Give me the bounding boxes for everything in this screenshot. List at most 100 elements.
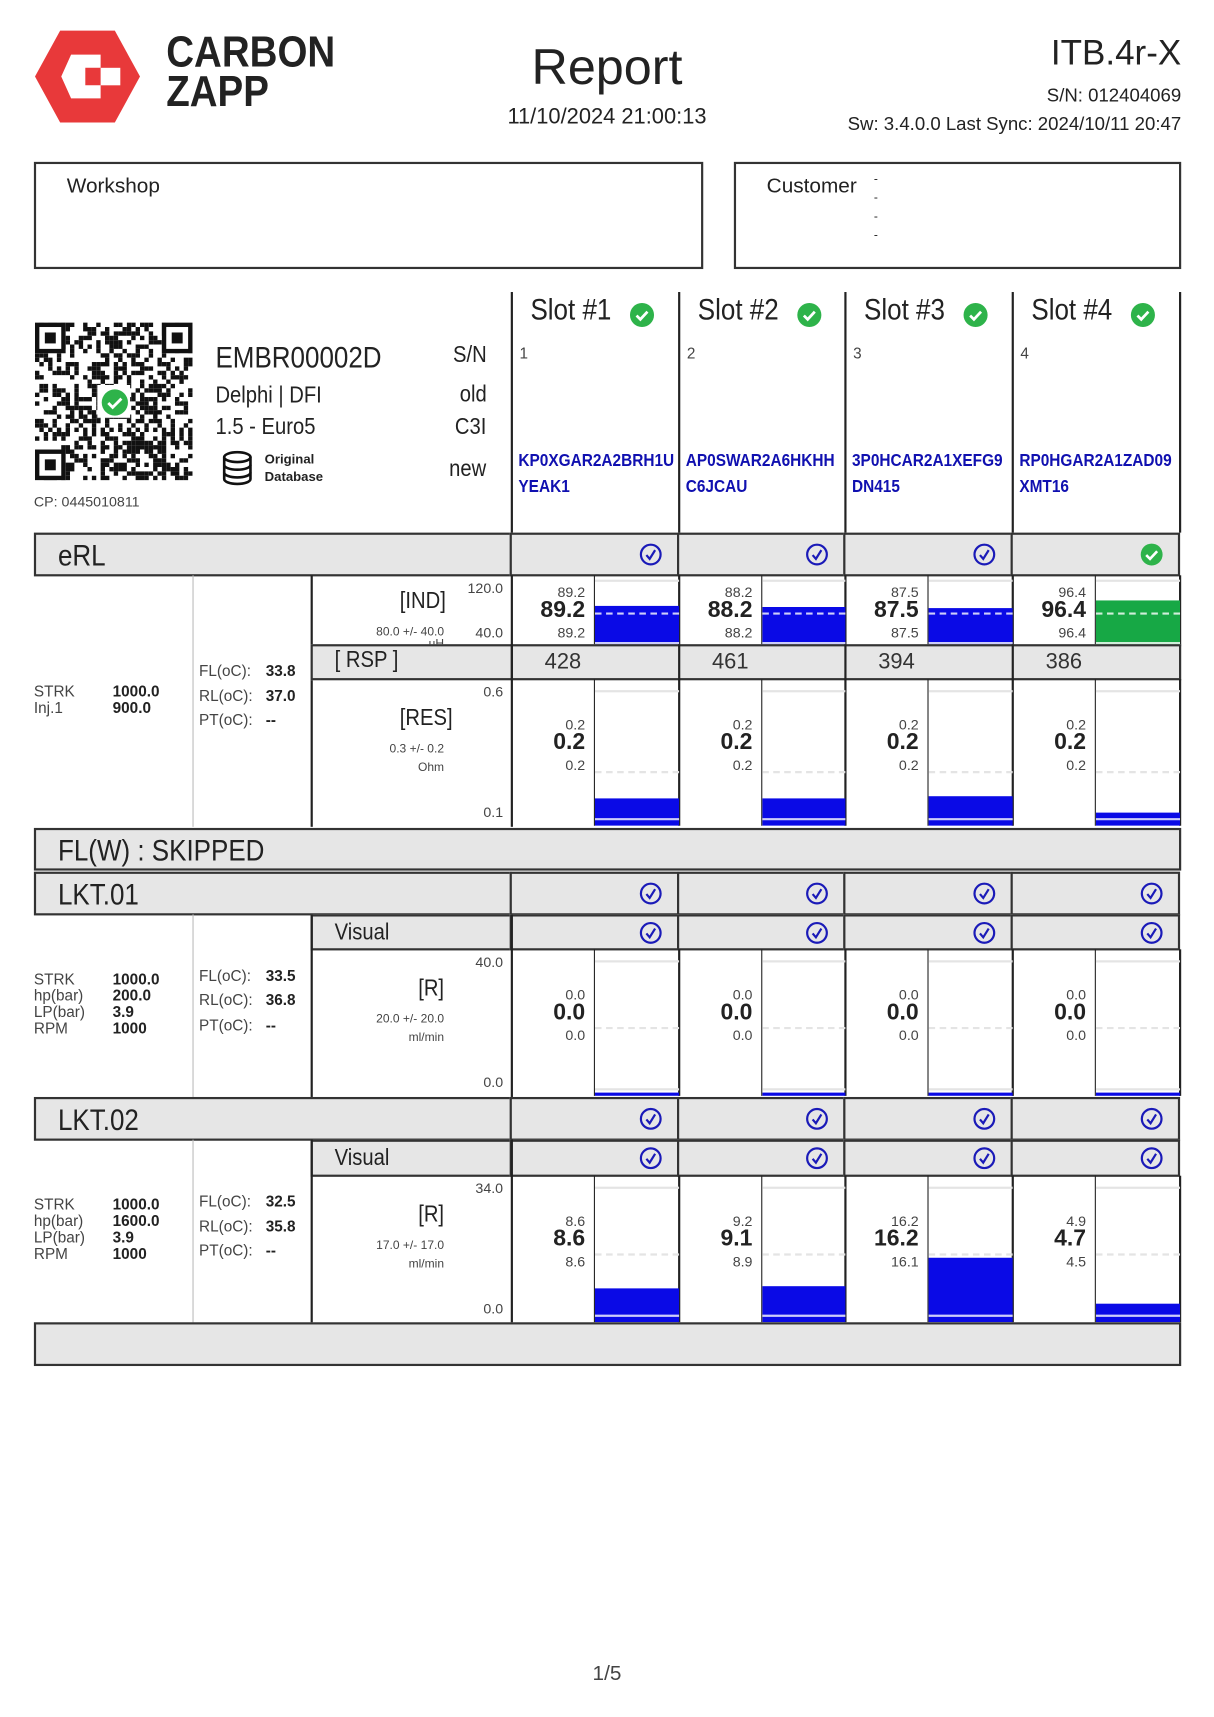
divider	[192, 914, 194, 1097]
param-value: 3.9	[112, 1228, 134, 1246]
divider	[510, 914, 513, 1099]
check-blue-icon	[973, 921, 996, 944]
res-test-min: 0.1	[483, 803, 504, 821]
max-limit-line	[594, 959, 680, 963]
min-limit-line	[928, 817, 1013, 821]
result-bar	[762, 1286, 846, 1323]
divider	[678, 679, 681, 826]
result-bar-chart	[593, 949, 680, 1096]
slot-number: 4	[1020, 344, 1029, 363]
slot-code-line-2[interactable]: DN415	[851, 477, 900, 497]
lkt02-header-slot-cell	[1010, 1096, 1181, 1141]
max-limit-line	[928, 579, 1013, 583]
value-average: 16.2	[874, 1226, 919, 1252]
max-limit-line	[594, 579, 680, 583]
value-average: 9.1	[720, 1226, 753, 1252]
slot-title: Slot #3	[864, 293, 945, 326]
qr-check-icon	[101, 389, 128, 416]
database-label: Original Database	[264, 451, 324, 485]
nominal-line	[594, 770, 680, 773]
divider	[310, 914, 313, 1097]
value-min: 0.0	[898, 1026, 919, 1044]
slot-number: 2	[686, 344, 696, 363]
erl-header-slot-cell	[843, 532, 1013, 577]
param-value: 1000.0	[112, 1195, 160, 1213]
erl-header-slot-cell	[1010, 532, 1181, 577]
param-value: 3.9	[112, 1002, 134, 1020]
temperature-value: 32.5	[265, 1192, 296, 1210]
check-green-icon	[1140, 543, 1163, 566]
min-limit-line	[1095, 642, 1181, 645]
value-min: 87.5	[891, 623, 919, 641]
slot-code-line-2[interactable]: YEAK1	[518, 477, 570, 497]
software-sync: Sw: 3.4.0.0 Last Sync: 2024/10/11 20:47	[847, 113, 1182, 135]
divider	[678, 949, 681, 1096]
slot-code-line-2[interactable]: C6JCAU	[685, 477, 748, 497]
value-max: 0.2	[1066, 716, 1087, 733]
value-min: 8.9	[732, 1253, 753, 1270]
value-min: 0.2	[732, 756, 753, 774]
check-blue-icon	[806, 1107, 828, 1130]
result-bar-chart	[761, 949, 846, 1096]
lkt02-r-test-label: [R]	[418, 1202, 445, 1228]
value-max: 87.5	[891, 583, 919, 600]
slot-code-line-1[interactable]: 3P0HCAR2A1XEFG9	[851, 451, 1003, 471]
param-name: STRK	[33, 1195, 75, 1213]
slot-title: Slot #1	[530, 293, 612, 326]
check-blue-icon	[639, 543, 662, 566]
value-min: 88.2	[724, 623, 753, 641]
result-bar-chart	[1094, 575, 1181, 647]
divider	[510, 1139, 513, 1324]
value-max: 0.2	[732, 716, 753, 733]
check-blue-icon	[973, 543, 996, 566]
qr-code	[34, 322, 194, 482]
param-name: STRK	[33, 682, 75, 700]
divider	[510, 292, 513, 533]
report-title: Report	[531, 38, 683, 96]
lkt02-header-slot-cell	[677, 1096, 846, 1141]
value-average: 88.2	[707, 596, 753, 622]
nominal-line	[1095, 612, 1181, 615]
lkt02-visual-slot-cell	[843, 1139, 1013, 1177]
result-bar	[594, 1092, 680, 1096]
min-limit-line	[762, 817, 846, 821]
value-average: 0.2	[1054, 729, 1087, 755]
value-min: 0.0	[565, 1026, 586, 1044]
divider	[844, 292, 847, 533]
lkt01-visual-slot-cell	[1010, 914, 1181, 951]
result-bar-chart	[927, 1175, 1013, 1323]
nominal-line	[1095, 770, 1181, 773]
lkt02-visual-slot-cell	[509, 1139, 680, 1177]
workshop-label: Workshop	[66, 174, 160, 198]
min-limit-line	[928, 1314, 1013, 1317]
divider	[678, 292, 681, 533]
slot-code-line-1[interactable]: RP0HGAR2A1ZAD09	[1019, 451, 1172, 471]
value-max: 4.9	[1066, 1212, 1087, 1230]
slot-code-line-1[interactable]: AP0SWAR2A6HKHH	[685, 451, 835, 471]
param-value: 200.0	[112, 985, 151, 1004]
check-blue-icon	[806, 882, 828, 905]
max-limit-line	[594, 1186, 680, 1189]
result-bar-chart	[1094, 1175, 1181, 1323]
min-limit-line	[594, 642, 680, 645]
value-max: 0.2	[565, 716, 586, 733]
check-blue-icon	[1140, 1147, 1163, 1170]
customer-box: Customer ----	[733, 161, 1182, 270]
max-limit-line	[1095, 579, 1181, 583]
lkt01-header: LKT.01	[33, 871, 512, 916]
max-limit-line	[1095, 959, 1181, 963]
check-blue-icon	[973, 1107, 996, 1130]
result-bar-chart	[927, 949, 1013, 1096]
value-max: 8.6	[565, 1212, 586, 1230]
value-average: 0.2	[720, 729, 753, 755]
slot-code-line-1[interactable]: KP0XGAR2A2BRH1U	[518, 451, 675, 471]
value-max: 0.2	[898, 716, 919, 733]
check-blue-icon	[973, 882, 996, 905]
old-label: old	[459, 381, 487, 407]
nominal-line	[594, 612, 680, 615]
slot-status-check-icon	[797, 302, 822, 328]
param-name: Inj.1	[33, 698, 63, 717]
slot-code-line-2[interactable]: XMT16	[1019, 477, 1069, 497]
erl-header-title: eRL	[57, 539, 106, 573]
page-number: 1/5	[592, 1662, 622, 1686]
